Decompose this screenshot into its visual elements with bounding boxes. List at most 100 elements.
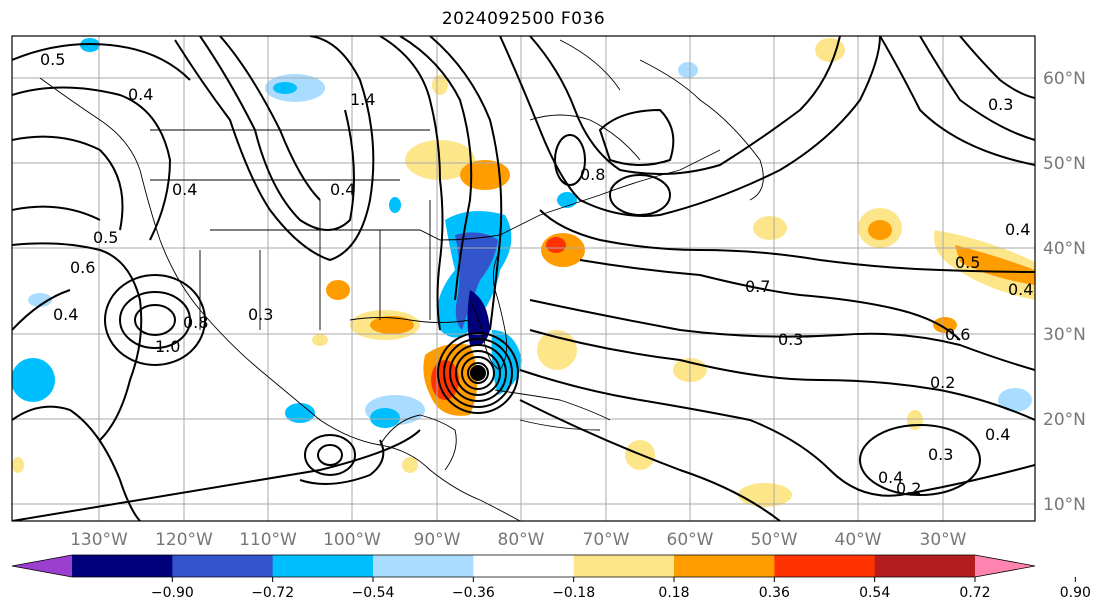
blue-anomaly-patch	[455, 232, 498, 330]
contour-label: 0.7	[745, 277, 770, 296]
lon-label: 120°W	[155, 530, 213, 550]
orange-anomaly-patch	[326, 280, 350, 300]
lon-label: 90°W	[414, 530, 461, 550]
colorbar-segment	[72, 555, 173, 577]
colorbar-tick-label: 0.18	[658, 585, 689, 601]
contour-label: 0.4	[128, 85, 153, 104]
lon-label: 100°W	[323, 530, 381, 550]
orange-anomaly-patch	[432, 75, 448, 95]
lon-label: 70°W	[583, 530, 630, 550]
lon-label: 60°W	[667, 530, 714, 550]
colorbar-segment	[573, 555, 675, 577]
colorbar-ticks: −0.90 −0.72 −0.54 −0.36 −0.18 0.18 0.36 0.54 0.7…	[151, 577, 1091, 601]
contour-label: 0.4	[53, 305, 78, 324]
colorbar-tick-label: −0.54	[352, 585, 395, 601]
red-anomaly-patch	[546, 237, 566, 253]
hurricane-center-marker	[470, 365, 486, 381]
contour-label: 0.4	[330, 180, 355, 199]
blue-anomaly-patch	[285, 403, 315, 423]
blue-anomaly-patch	[370, 408, 400, 428]
lat-label: 10°N	[1043, 495, 1086, 515]
orange-anomaly-patch	[12, 457, 24, 473]
colorbar-segment	[674, 555, 775, 577]
map-background	[12, 36, 1035, 521]
coastlines	[39, 39, 764, 521]
orange-anomaly-patch	[370, 316, 414, 334]
contour-label: 0.5	[40, 50, 65, 69]
colorbar-tick-label: 0.36	[759, 585, 790, 601]
blue-anomaly-patch	[12, 358, 55, 402]
orange-anomaly-patch	[460, 160, 510, 190]
orange-anomaly-patch	[955, 245, 1035, 285]
contour-label: 0.5	[955, 253, 980, 272]
map-panel: 0.5 0.4 0.4 0.5 0.6 0.4 0.3 1.0 0.8 0.4 …	[11, 35, 1086, 550]
contour-label: 0.4	[172, 180, 197, 199]
colorbar-tick-label: −0.72	[251, 585, 294, 601]
colorbar-segment	[373, 555, 474, 577]
contour-label: 0.8	[183, 313, 208, 332]
colorbar-tick-label: 0.90	[1060, 585, 1091, 601]
lon-label: 30°W	[920, 530, 967, 550]
lat-label: 20°N	[1043, 410, 1086, 430]
colorbar-segment	[272, 555, 374, 577]
contour-label: 0.3	[928, 445, 953, 464]
colorbar-tick-label: 0.72	[959, 585, 990, 601]
colorbar-segment	[774, 555, 876, 577]
contour-label: 0.3	[988, 95, 1013, 114]
contour-label: 0.5	[93, 228, 118, 247]
contour-lines	[12, 36, 1035, 521]
lon-label: 50°W	[751, 530, 798, 550]
lon-label: 80°W	[498, 530, 545, 550]
orange-anomaly-patch	[868, 220, 892, 240]
contour-label: 0.6	[945, 325, 970, 344]
contour-label: 1.4	[350, 90, 375, 109]
orange-anomaly-patch	[815, 38, 845, 62]
orange-anomaly-patch	[907, 410, 923, 430]
colorbar-tick-label: 0.54	[859, 585, 890, 601]
contour-label: 1.0	[155, 337, 180, 356]
orange-anomaly-patch	[933, 317, 957, 333]
contour-label: 0.4	[878, 468, 903, 487]
contour-label: 0.8	[580, 165, 605, 184]
blue-anomaly-patch	[389, 197, 401, 213]
contour-label-layer: 0.5 0.4 0.4 0.5 0.6 0.4 0.3 1.0 0.8 0.4 …	[40, 50, 1033, 498]
colorbar-segments	[11, 554, 1036, 578]
colorbar-segment	[874, 555, 976, 577]
blue-anomaly-patch	[273, 82, 297, 94]
contour-label: 0.4	[1005, 220, 1030, 239]
orange-anomaly-patch	[753, 216, 787, 240]
colorbar-extend-low	[12, 555, 72, 577]
lat-label: 50°N	[1043, 154, 1086, 174]
colorbar-segment	[172, 555, 274, 577]
blue-anomaly-patch	[467, 290, 490, 346]
orange-anomaly-patch	[738, 483, 792, 507]
blue-anomaly-patch	[678, 62, 698, 78]
colorbar-segment	[473, 555, 575, 577]
map-title: 2024092500 F036	[441, 9, 606, 29]
lon-label: 110°W	[239, 530, 297, 550]
orange-anomaly-patch	[402, 457, 418, 473]
orange-anomaly-patch	[312, 334, 328, 346]
contour-label: 0.2	[930, 373, 955, 392]
colorbar-tick-label: −0.90	[151, 585, 194, 601]
lon-label: 40°W	[835, 530, 882, 550]
contour-label: 0.2	[896, 479, 921, 498]
lon-label: 130°W	[70, 530, 128, 550]
colorbar-tick-label: −0.36	[452, 585, 495, 601]
colorbar-extend-high	[975, 555, 1035, 577]
orange-anomaly-patch	[537, 330, 577, 370]
colorbar: −0.90 −0.72 −0.54 −0.36 −0.18 0.18 0.36 0.54 0.7…	[11, 554, 1091, 601]
contour-label: 0.4	[1008, 280, 1033, 299]
lat-label: 30°N	[1043, 325, 1086, 345]
longitude-axis: 130°W 120°W 110°W 100°W 90°W 80°W 70°W 6…	[70, 530, 967, 550]
lat-label: 60°N	[1043, 69, 1086, 89]
contour-label: 0.3	[778, 330, 803, 349]
blue-anomaly-patch	[998, 388, 1032, 412]
contour-label: 0.3	[248, 305, 273, 324]
latitude-axis: 60°N 50°N 40°N 30°N 20°N 10°N	[1043, 69, 1086, 515]
map-frame	[11, 35, 1036, 522]
colorbar-outline	[11, 554, 1036, 578]
contour-label: 0.6	[70, 258, 95, 277]
lat-label: 40°N	[1043, 239, 1086, 259]
